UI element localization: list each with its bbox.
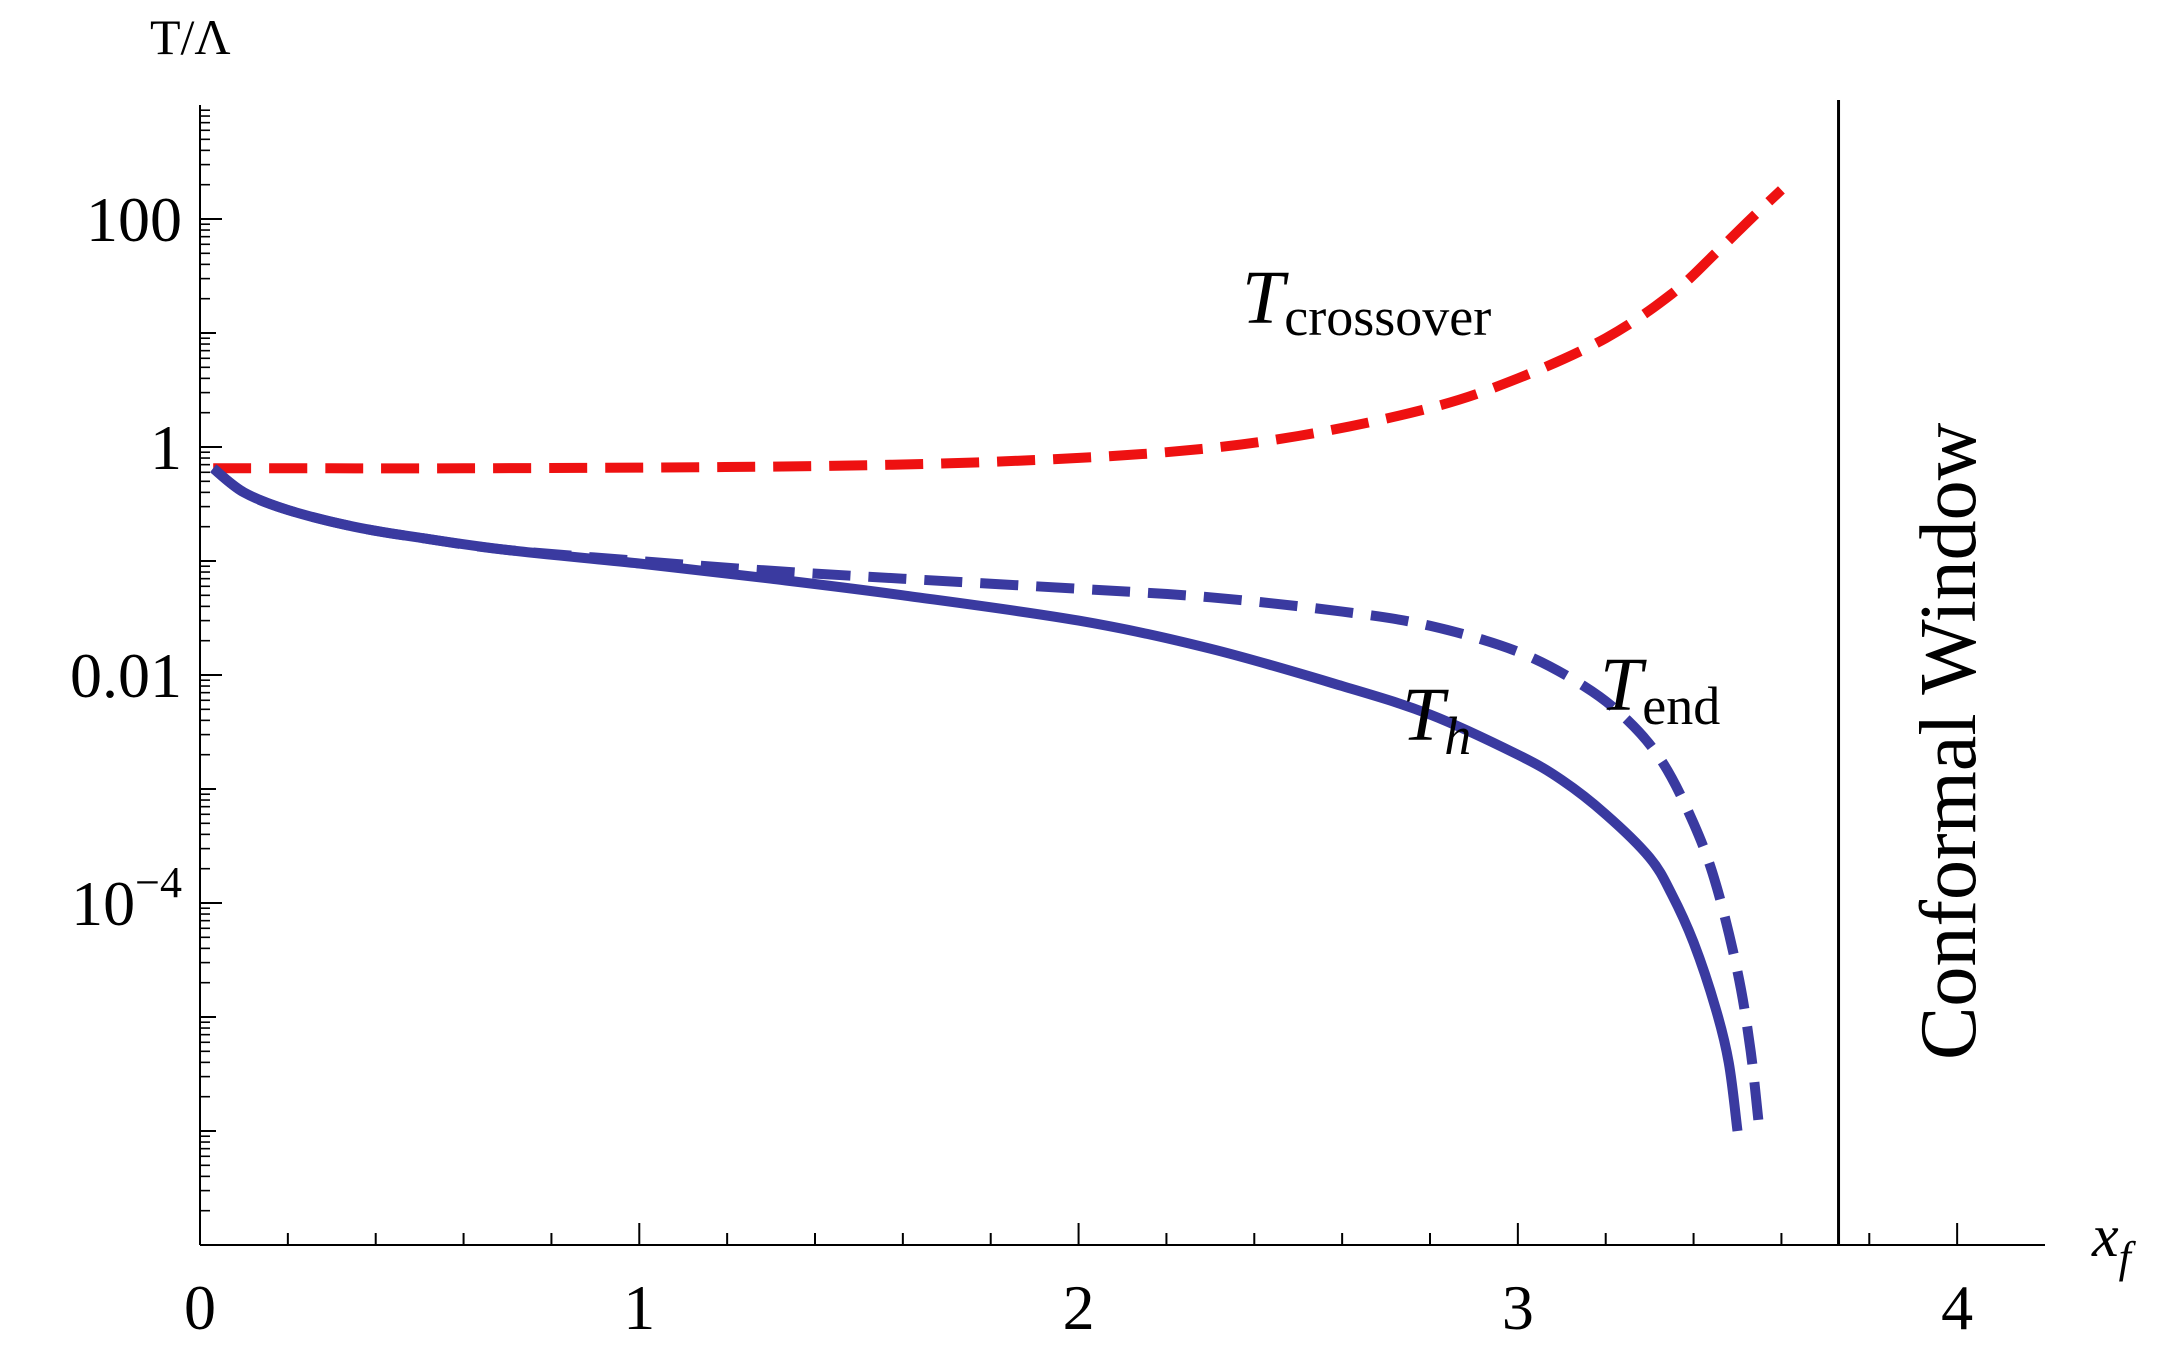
x-tick-label: 1: [623, 1272, 655, 1343]
y-tick-label: 1: [150, 412, 182, 483]
series: [210, 186, 1785, 1132]
t-crossover-label: Tcrossover: [1242, 256, 1491, 347]
t-crossover-label-sub: crossover: [1284, 287, 1491, 347]
axes: [199, 105, 2045, 1246]
t-crossover-label-main: T: [1242, 256, 1289, 340]
y-tick-label-exponent: −4: [135, 858, 182, 907]
t-end-label: Tend: [1600, 643, 1720, 736]
x-tick-label: 2: [1063, 1272, 1095, 1343]
t-end-label-sub: end: [1642, 676, 1720, 736]
x-tick-label: 3: [1502, 1272, 1534, 1343]
x-tick-label: 0: [184, 1272, 216, 1343]
x-axis-title-main: x: [2091, 1203, 2119, 1269]
y-axis-title: T/Λ: [150, 9, 231, 65]
x-axis-title: xf: [2091, 1203, 2137, 1282]
y-tick-label: 100: [86, 184, 182, 255]
ticks: 0 1 2 3 4 100 1 0.01 10−4: [70, 109, 1973, 1343]
y-tick-label-base: 10: [71, 868, 135, 939]
t-end-label-main: T: [1600, 643, 1647, 727]
conformal-window-label: Conformal Window: [1905, 422, 1993, 1060]
t-h-label: Th: [1402, 673, 1471, 766]
x-tick-label: 4: [1941, 1272, 1973, 1343]
series-t-h-line: [210, 464, 1743, 1132]
x-axis-title-sub: f: [2119, 1233, 2137, 1282]
y-tick-label: 10−4: [71, 858, 182, 939]
series-t-end-line: [210, 464, 1765, 1132]
t-h-label-sub: h: [1444, 706, 1471, 766]
y-tick-label: 0.01: [70, 640, 182, 711]
t-h-label-main: T: [1402, 673, 1449, 757]
series-t-crossover-line: [213, 186, 1785, 474]
